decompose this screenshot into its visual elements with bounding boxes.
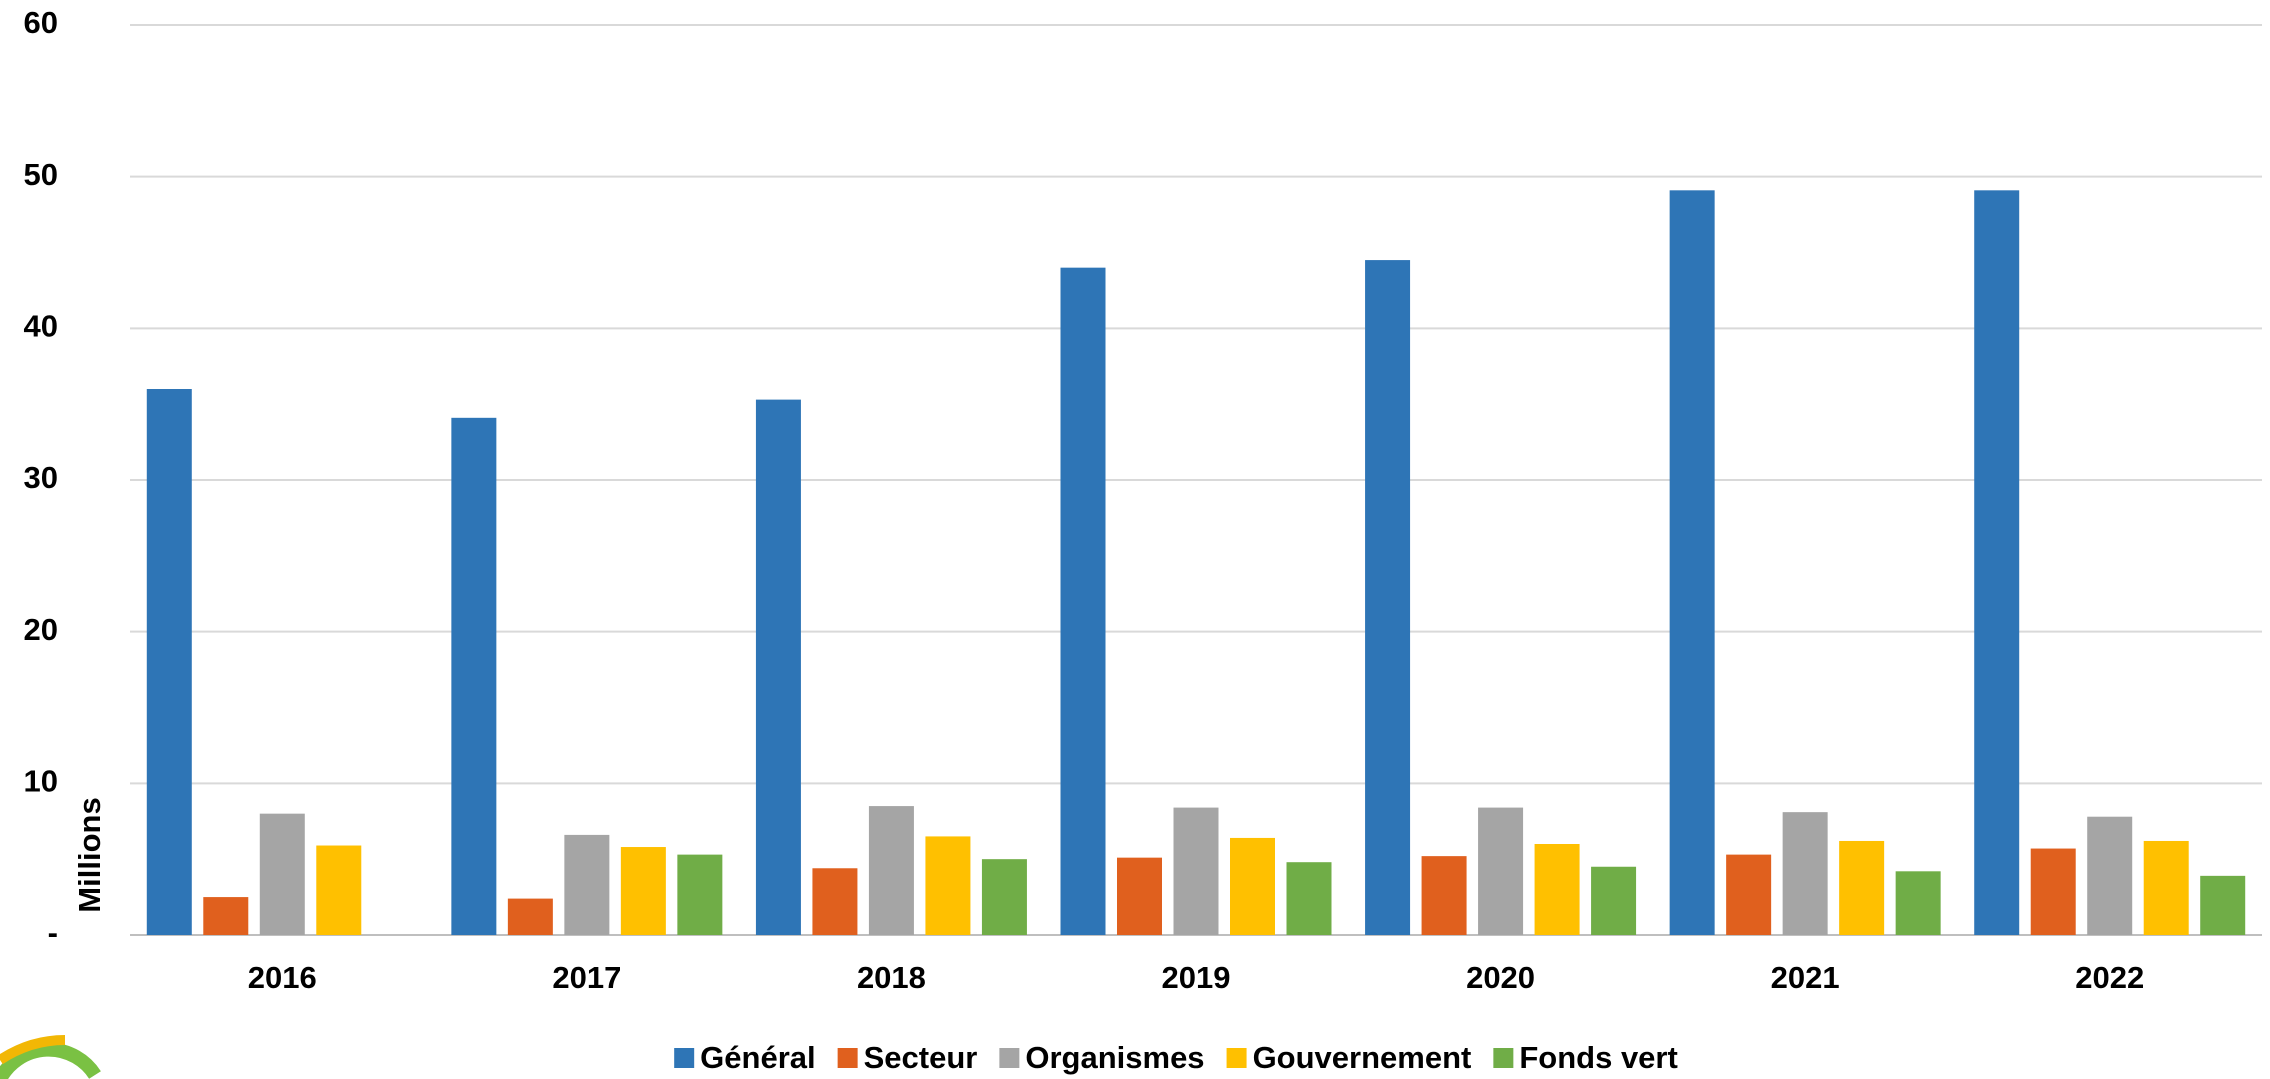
x-tick-label: 2016 [248, 960, 317, 995]
legend-swatch [674, 1048, 695, 1068]
legend-swatch [837, 1048, 858, 1068]
legend-label: Gouvernement [1253, 1040, 1472, 1075]
bar [507, 898, 553, 935]
y-axis-label: Millions [72, 797, 107, 912]
bar [451, 417, 497, 936]
y-tick-label: 30 [24, 460, 58, 495]
x-tick-label: 2018 [857, 960, 926, 995]
bar [1534, 844, 1580, 935]
bar [1117, 857, 1162, 935]
bar [1782, 812, 1828, 935]
bar [868, 806, 914, 935]
bar [2030, 848, 2076, 935]
bar [981, 859, 1027, 935]
bar [620, 847, 666, 935]
y-tick-label: 50 [24, 157, 58, 192]
x-tick-label: 2019 [1162, 960, 1231, 995]
bar [812, 868, 858, 935]
y-tick-label: - [48, 915, 58, 950]
bar [1173, 807, 1219, 935]
x-tick-label: 2020 [1466, 960, 1535, 995]
legend-swatch [999, 1048, 1020, 1068]
y-tick-label: 20 [24, 612, 58, 647]
bar [1895, 871, 1941, 935]
bar [564, 834, 610, 935]
logo [0, 1035, 101, 1079]
bar [1060, 267, 1106, 936]
y-tick-label: 10 [24, 764, 58, 799]
x-tick-label: 2022 [2075, 960, 2144, 995]
bar [677, 854, 723, 935]
legend-swatch [1226, 1048, 1247, 1068]
bar [259, 813, 305, 935]
bar [1974, 190, 2020, 936]
bar [2200, 875, 2246, 935]
legend-label: Secteur [864, 1040, 978, 1075]
bar [2143, 840, 2189, 935]
bar [755, 399, 801, 935]
y-tick-label: 40 [24, 309, 58, 344]
bar [1669, 190, 1715, 936]
bar [203, 897, 249, 935]
bar [2087, 816, 2133, 935]
legend-label: Organismes [1025, 1040, 1204, 1075]
bar [925, 836, 971, 935]
legend-swatch [1493, 1048, 1514, 1068]
bar [1421, 856, 1467, 935]
y-tick-label: 60 [24, 5, 58, 40]
legend-label: Général [700, 1040, 815, 1075]
legend-label: Fonds vert [1519, 1040, 1677, 1075]
bar [1286, 862, 1332, 935]
bar [1365, 260, 1411, 935]
x-tick-label: 2017 [552, 960, 621, 995]
bar [1591, 866, 1637, 935]
x-tick-label: 2021 [1771, 960, 1840, 995]
bar [1230, 837, 1275, 935]
bar [316, 845, 362, 935]
bar [1726, 854, 1772, 935]
bar [1839, 840, 1885, 935]
bar [146, 389, 192, 935]
bar [1478, 807, 1524, 935]
